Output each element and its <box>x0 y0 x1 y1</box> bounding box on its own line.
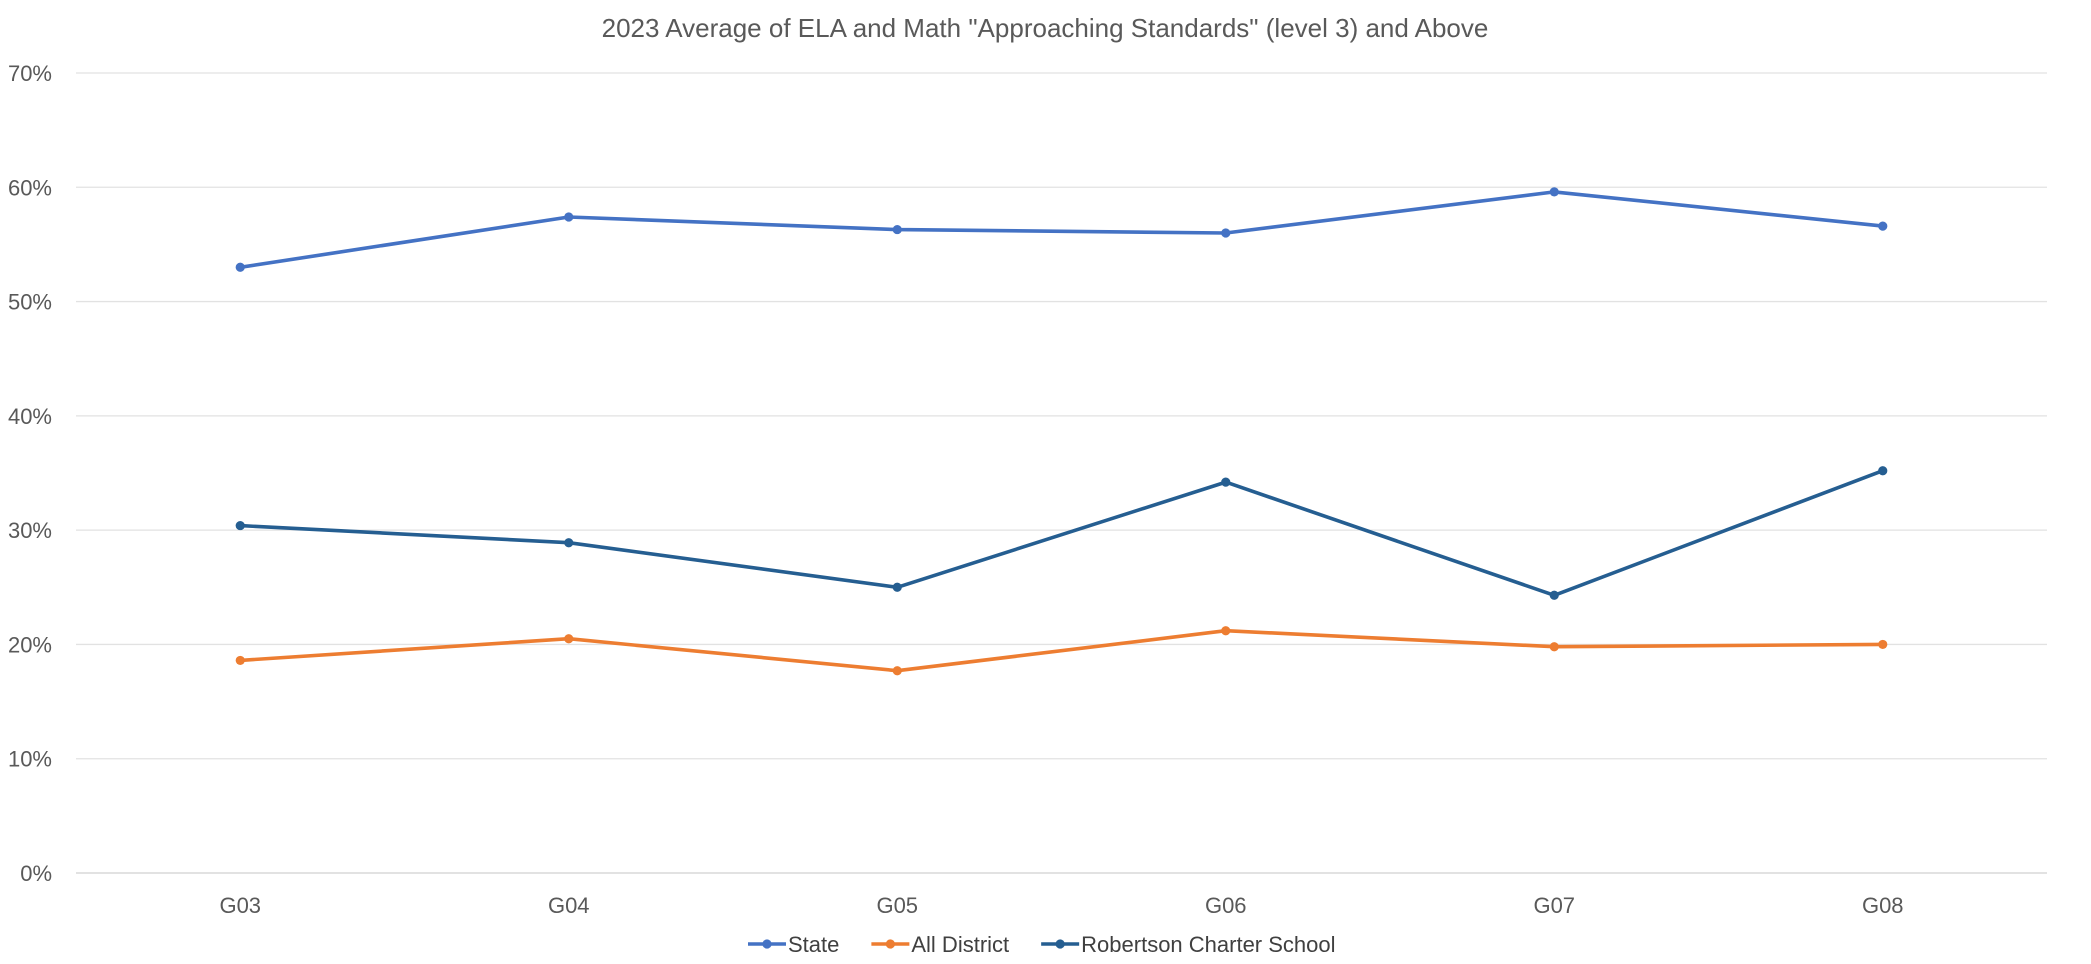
gridlines <box>76 72 2047 874</box>
data-point-state-g04 <box>564 212 574 222</box>
x-tick-label-g08: G08 <box>1862 893 1904 918</box>
data-point-state-g03 <box>235 262 245 272</box>
y-tick-label-5: 50% <box>8 290 52 315</box>
x-axis-tick-labels: G03 G04 G05 G06 G07 G08 <box>219 893 1903 918</box>
legend-marker-state <box>762 939 772 949</box>
data-point-all-district-g06 <box>1221 626 1231 636</box>
series-robertson-charter-school <box>235 466 1888 600</box>
data-point-all-district-g04 <box>564 634 574 644</box>
y-tick-label-7: 70% <box>8 61 52 86</box>
series-all-district <box>235 626 1888 676</box>
series-lines <box>235 187 1888 676</box>
legend: State All District Robertson Charter Schoo… <box>748 932 1336 957</box>
x-tick-label-g07: G07 <box>1533 893 1575 918</box>
y-tick-label-6: 60% <box>8 175 52 200</box>
y-tick-label-2: 20% <box>8 632 52 657</box>
data-point-state-g05 <box>892 224 902 235</box>
x-tick-label-g05: G05 <box>876 893 918 918</box>
legend-label-all-district: All District <box>911 932 1009 957</box>
series-line-state <box>238 190 1885 270</box>
y-tick-label-3: 30% <box>8 518 52 543</box>
y-tick-label-0: 0% <box>20 861 52 886</box>
x-tick-label-g06: G06 <box>1205 893 1247 918</box>
legend-item-all-district: All District <box>871 932 1009 957</box>
data-point-state-g07 <box>1549 187 1559 197</box>
data-point-robertson-charter-school-g04 <box>564 538 574 548</box>
x-tick-label-g04: G04 <box>548 893 590 918</box>
data-point-state-g08 <box>1878 221 1888 231</box>
data-point-all-district-g05 <box>892 666 902 676</box>
series-line-robertson-charter-school <box>238 468 1885 598</box>
y-axis-tick-labels: 0% 10% 20% 30% 40% 50% 60% 70% <box>8 61 52 886</box>
chart-title: 2023 Average of ELA and Math "Approachin… <box>602 13 1489 43</box>
y-tick-label-4: 40% <box>8 404 52 429</box>
data-point-robertson-charter-school-g06 <box>1221 477 1231 487</box>
data-point-robertson-charter-school-g03 <box>235 520 245 531</box>
data-point-all-district-g03 <box>235 655 245 666</box>
legend-item-state: State <box>748 932 839 957</box>
data-point-robertson-charter-school-g07 <box>1549 590 1559 600</box>
legend-label-robertson-charter-school: Robertson Charter School <box>1081 932 1335 957</box>
data-point-all-district-g07 <box>1549 642 1559 652</box>
legend-label-state: State <box>788 932 839 957</box>
series-line-all-district <box>238 628 1885 673</box>
data-point-state-g06 <box>1221 228 1231 238</box>
legend-item-robertson-charter-school: Robertson Charter School <box>1041 932 1336 957</box>
legend-marker-robertson-charter-school <box>1055 939 1065 949</box>
data-point-all-district-g08 <box>1878 639 1888 650</box>
x-tick-label-g03: G03 <box>219 893 261 918</box>
data-point-robertson-charter-school-g08 <box>1878 466 1888 476</box>
data-point-robertson-charter-school-g05 <box>892 582 902 592</box>
series-state <box>235 187 1888 272</box>
legend-marker-all-district <box>885 939 895 949</box>
y-tick-label-1: 10% <box>8 747 52 772</box>
